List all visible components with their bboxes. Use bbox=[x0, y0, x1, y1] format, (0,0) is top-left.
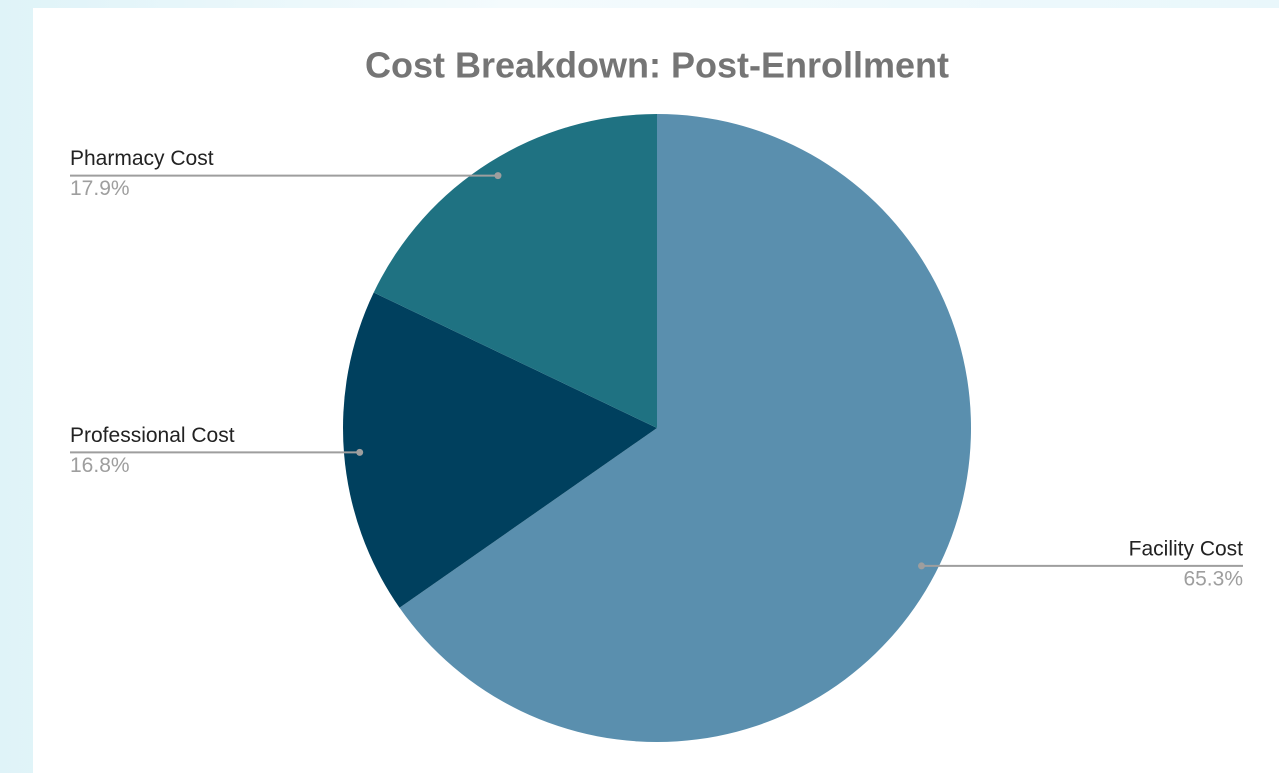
slice-value-label: 65.3% bbox=[1183, 567, 1243, 590]
pie-slice bbox=[399, 114, 971, 742]
slice-label: Pharmacy Cost bbox=[70, 147, 214, 170]
leader-dot bbox=[494, 172, 502, 180]
chart-title: Cost Breakdown: Post-Enrollment bbox=[365, 45, 949, 86]
pie-slice bbox=[343, 292, 657, 608]
slice-label: Professional Cost bbox=[70, 424, 235, 447]
slice-value-label: 17.9% bbox=[70, 177, 130, 200]
pie-slice bbox=[373, 114, 657, 428]
leader-dot bbox=[917, 562, 925, 570]
slice-value-label: 16.8% bbox=[70, 454, 130, 477]
slice-label: Facility Cost bbox=[1129, 537, 1244, 560]
leader-dot bbox=[356, 448, 364, 456]
